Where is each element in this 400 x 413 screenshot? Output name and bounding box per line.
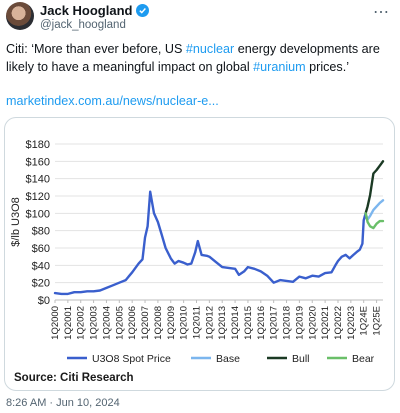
author-handle[interactable]: @jack_hoogland — [40, 19, 126, 31]
y-tick-label: $160 — [26, 156, 50, 168]
article-link[interactable]: marketindex.com.au/news/nuclear-e... — [6, 94, 219, 108]
x-tick-label: 1Q2009 — [166, 306, 177, 340]
author-name[interactable]: Jack Hoogland — [40, 3, 133, 18]
x-tick-label: 1Q2015 — [243, 306, 254, 340]
verified-badge-icon — [136, 4, 150, 17]
tweet-text-part: energy developments are likely to have a… — [6, 42, 380, 74]
x-tick-label: 1Q24E — [359, 306, 370, 336]
tweet-header: Jack Hoogland @jack_hoogland ⋯ — [0, 0, 400, 36]
tweet-text: Citi: ‘More than ever before, US #nuclea… — [6, 40, 394, 76]
y-tick-label: $80 — [32, 226, 50, 238]
x-tick-label: 1Q2022 — [333, 306, 344, 340]
y-tick-label: $100 — [26, 208, 50, 220]
x-tick-label: 1Q2004 — [101, 306, 112, 340]
legend-label: Bear — [352, 353, 375, 365]
series-line-bear — [364, 212, 385, 230]
tweet-text-part: prices.’ — [305, 60, 350, 74]
legend-label: Base — [216, 353, 240, 365]
x-tick-label: 1Q2012 — [204, 306, 215, 340]
x-tick-label: 1Q2000 — [50, 306, 61, 340]
more-dots-icon[interactable]: ⋯ — [373, 4, 390, 21]
y-tick-label: $120 — [26, 191, 50, 203]
avatar[interactable] — [6, 2, 34, 30]
x-tick-label: 1Q25E — [372, 306, 383, 336]
x-tick-label: 1Q2007 — [140, 306, 151, 340]
x-tick-label: 1Q2001 — [63, 306, 74, 340]
chart-source: Source: Citi Research — [14, 372, 134, 384]
legend-label: U3O8 Spot Price — [92, 353, 171, 365]
series-line-u3o8-spot-price — [53, 190, 367, 296]
x-tick-label: 1Q2011 — [191, 306, 202, 339]
series-line-bull — [364, 160, 385, 215]
x-tick-label: 1Q2017 — [269, 306, 280, 340]
hashtag-nuclear[interactable]: #nuclear — [185, 42, 235, 56]
x-tick-label: 1Q2002 — [76, 306, 87, 340]
y-tick-label: $180 — [26, 139, 50, 151]
y-tick-label: $20 — [32, 278, 50, 290]
x-tick-label: 1Q2021 — [320, 306, 331, 340]
y-tick-label: $60 — [32, 243, 50, 255]
tweet-timestamp[interactable]: 8:26 AM · Jun 10, 2024 — [6, 397, 120, 409]
x-tick-label: 1Q2005 — [114, 306, 125, 340]
hashtag-uranium[interactable]: #uranium — [253, 60, 306, 74]
tweet-text-part: Citi: ‘More than ever before, US — [6, 42, 186, 56]
x-tick-label: 1Q2003 — [89, 306, 100, 340]
chart-card[interactable]: $0 $20 $40 $60 $80 $100 $120 $140 $160 $180 $/lb U… — [4, 117, 395, 391]
y-tick-label: $140 — [26, 174, 50, 186]
legend-label: Bull — [292, 353, 310, 365]
author-row: Jack Hoogland — [40, 3, 150, 18]
y-axis-label: $/lb U3O8 — [10, 197, 22, 247]
x-tick-label: 1Q2013 — [217, 306, 228, 340]
y-tick-label: $40 — [32, 260, 50, 272]
x-tick-label: 1Q2023 — [346, 306, 357, 340]
x-tick-label: 1Q2019 — [294, 306, 305, 340]
y-tick-label: $0 — [38, 295, 50, 307]
x-tick-label: 1Q2006 — [127, 306, 138, 340]
x-tick-label: 1Q2020 — [307, 306, 318, 340]
x-tick-label: 1Q2018 — [282, 306, 293, 340]
x-tick-label: 1Q2008 — [153, 306, 164, 340]
x-tick-label: 1Q2016 — [256, 306, 267, 340]
uranium-price-chart: $0 $20 $40 $60 $80 $100 $120 $140 $160 $180 $/lb U… — [10, 139, 385, 365]
x-tick-label: 1Q2010 — [179, 306, 190, 340]
x-tick-label: 1Q2014 — [230, 306, 241, 340]
